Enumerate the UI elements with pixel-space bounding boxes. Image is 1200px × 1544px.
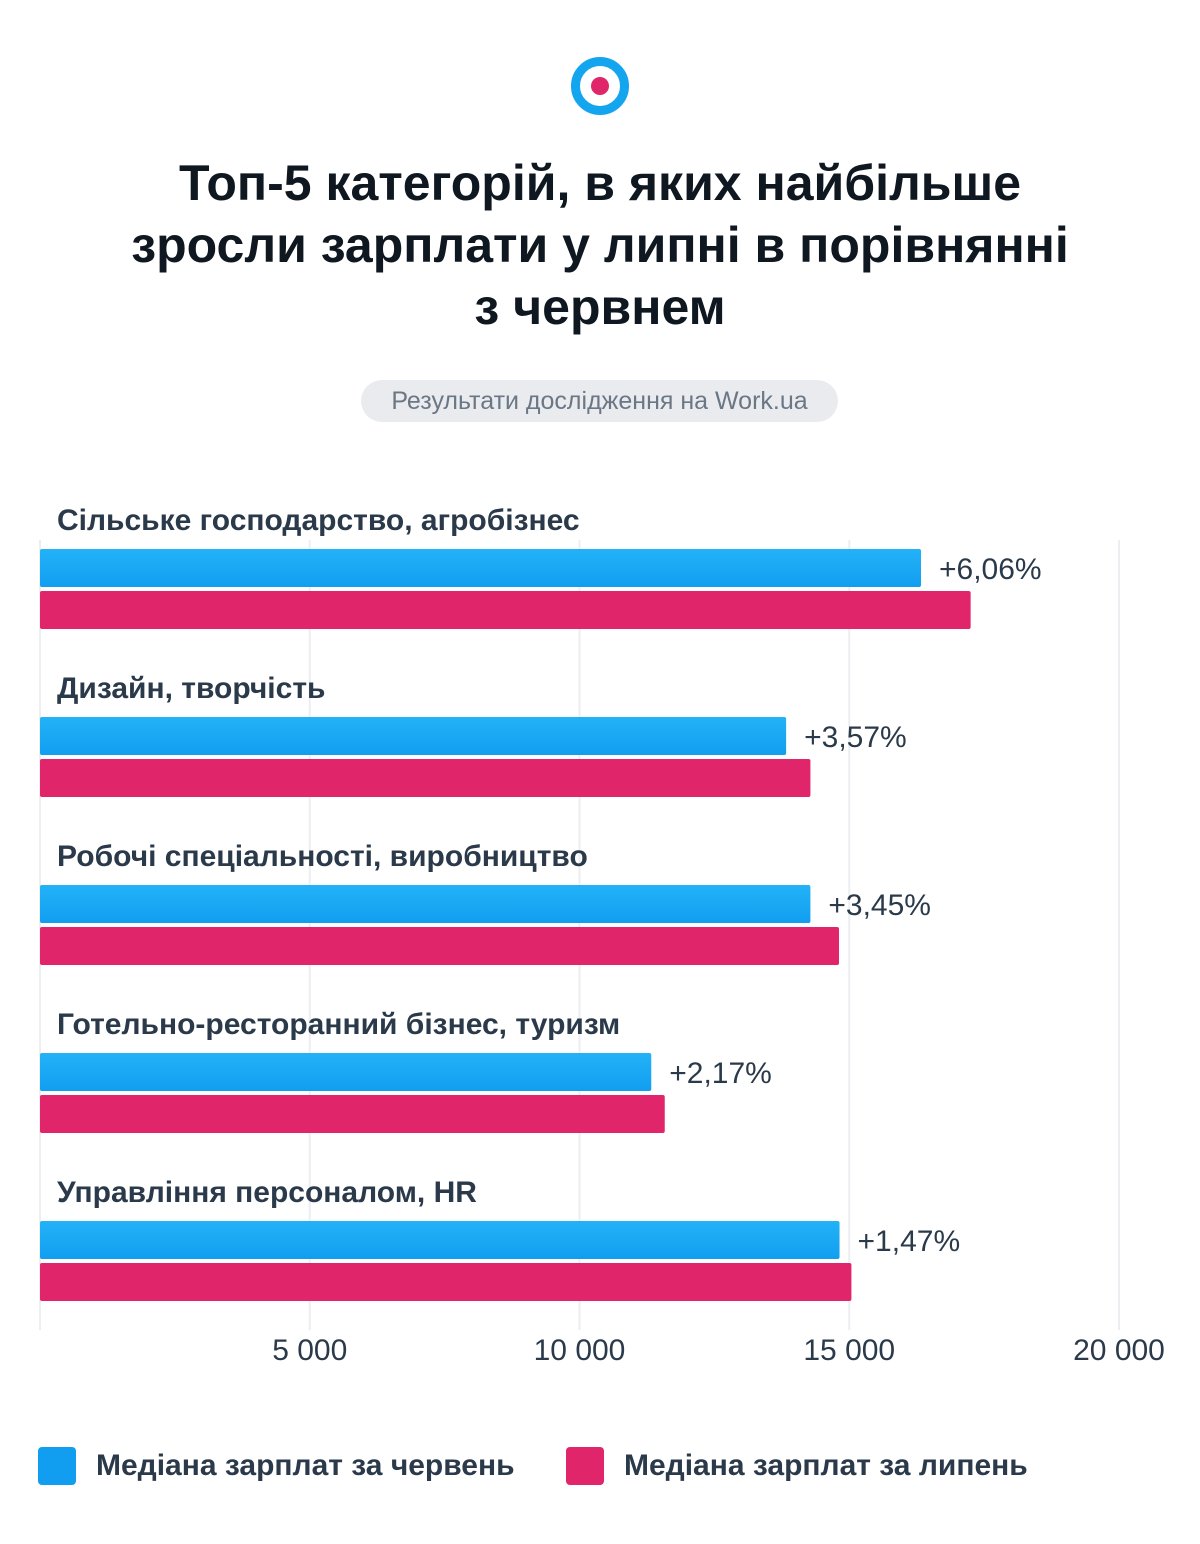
bar-june-5 [40, 1221, 840, 1259]
bar-june-3 [40, 885, 811, 923]
page-title: Топ-5 категорій, в яких найбільше зросли… [80, 152, 1120, 338]
category-label-3: Робочі спеціальності, виробництво [57, 840, 588, 873]
category-label-5: Управління персоналом, HR [57, 1176, 477, 1209]
change-label-4: +2,17% [669, 1057, 772, 1090]
legend-swatch-july [566, 1447, 604, 1485]
target-logo-icon [571, 57, 629, 115]
change-label-5: +1,47% [858, 1225, 961, 1258]
change-label-2: +3,57% [804, 721, 907, 754]
bar-june-1 [40, 549, 922, 587]
bar-july-1 [40, 591, 971, 629]
bar-july-4 [40, 1095, 665, 1133]
bar-june-2 [40, 717, 787, 755]
bar-july-5 [40, 1263, 852, 1301]
x-tick-label-1: 5 000 [272, 1334, 347, 1367]
category-label-4: Готельно-ресторанний бізнес, туризм [57, 1008, 620, 1041]
title-line-2: зросли зарплати у липні в порівнянні [131, 217, 1069, 273]
legend-swatch-june [38, 1447, 76, 1485]
category-label-1: Сільське господарство, агробізнес [57, 504, 580, 537]
x-tick-label-3: 15 000 [803, 1334, 895, 1367]
logo-dot [591, 77, 609, 95]
x-tick-label-2: 10 000 [534, 1334, 626, 1367]
salary-bar-chart: Сільське господарство, агробізнес +6,06% Д… [39, 504, 1165, 1367]
legend-label-july: Медіана зарплат за липень [624, 1449, 1028, 1482]
bar-july-2 [40, 759, 811, 797]
title-line-1: Топ-5 категорій, в яких найбільше [178, 155, 1022, 211]
bar-july-3 [40, 927, 839, 965]
legend-label-june: Медіана зарплат за червень [96, 1449, 515, 1482]
change-label-1: +6,06% [939, 553, 1042, 586]
change-label-3: +3,45% [828, 889, 931, 922]
title-line-3: з червнем [474, 279, 726, 335]
source-badge: Результати дослідження на Work.ua [361, 380, 838, 422]
x-tick-label-4: 20 000 [1073, 1334, 1165, 1367]
category-label-2: Дизайн, творчість [57, 672, 325, 705]
bar-june-4 [40, 1053, 652, 1091]
